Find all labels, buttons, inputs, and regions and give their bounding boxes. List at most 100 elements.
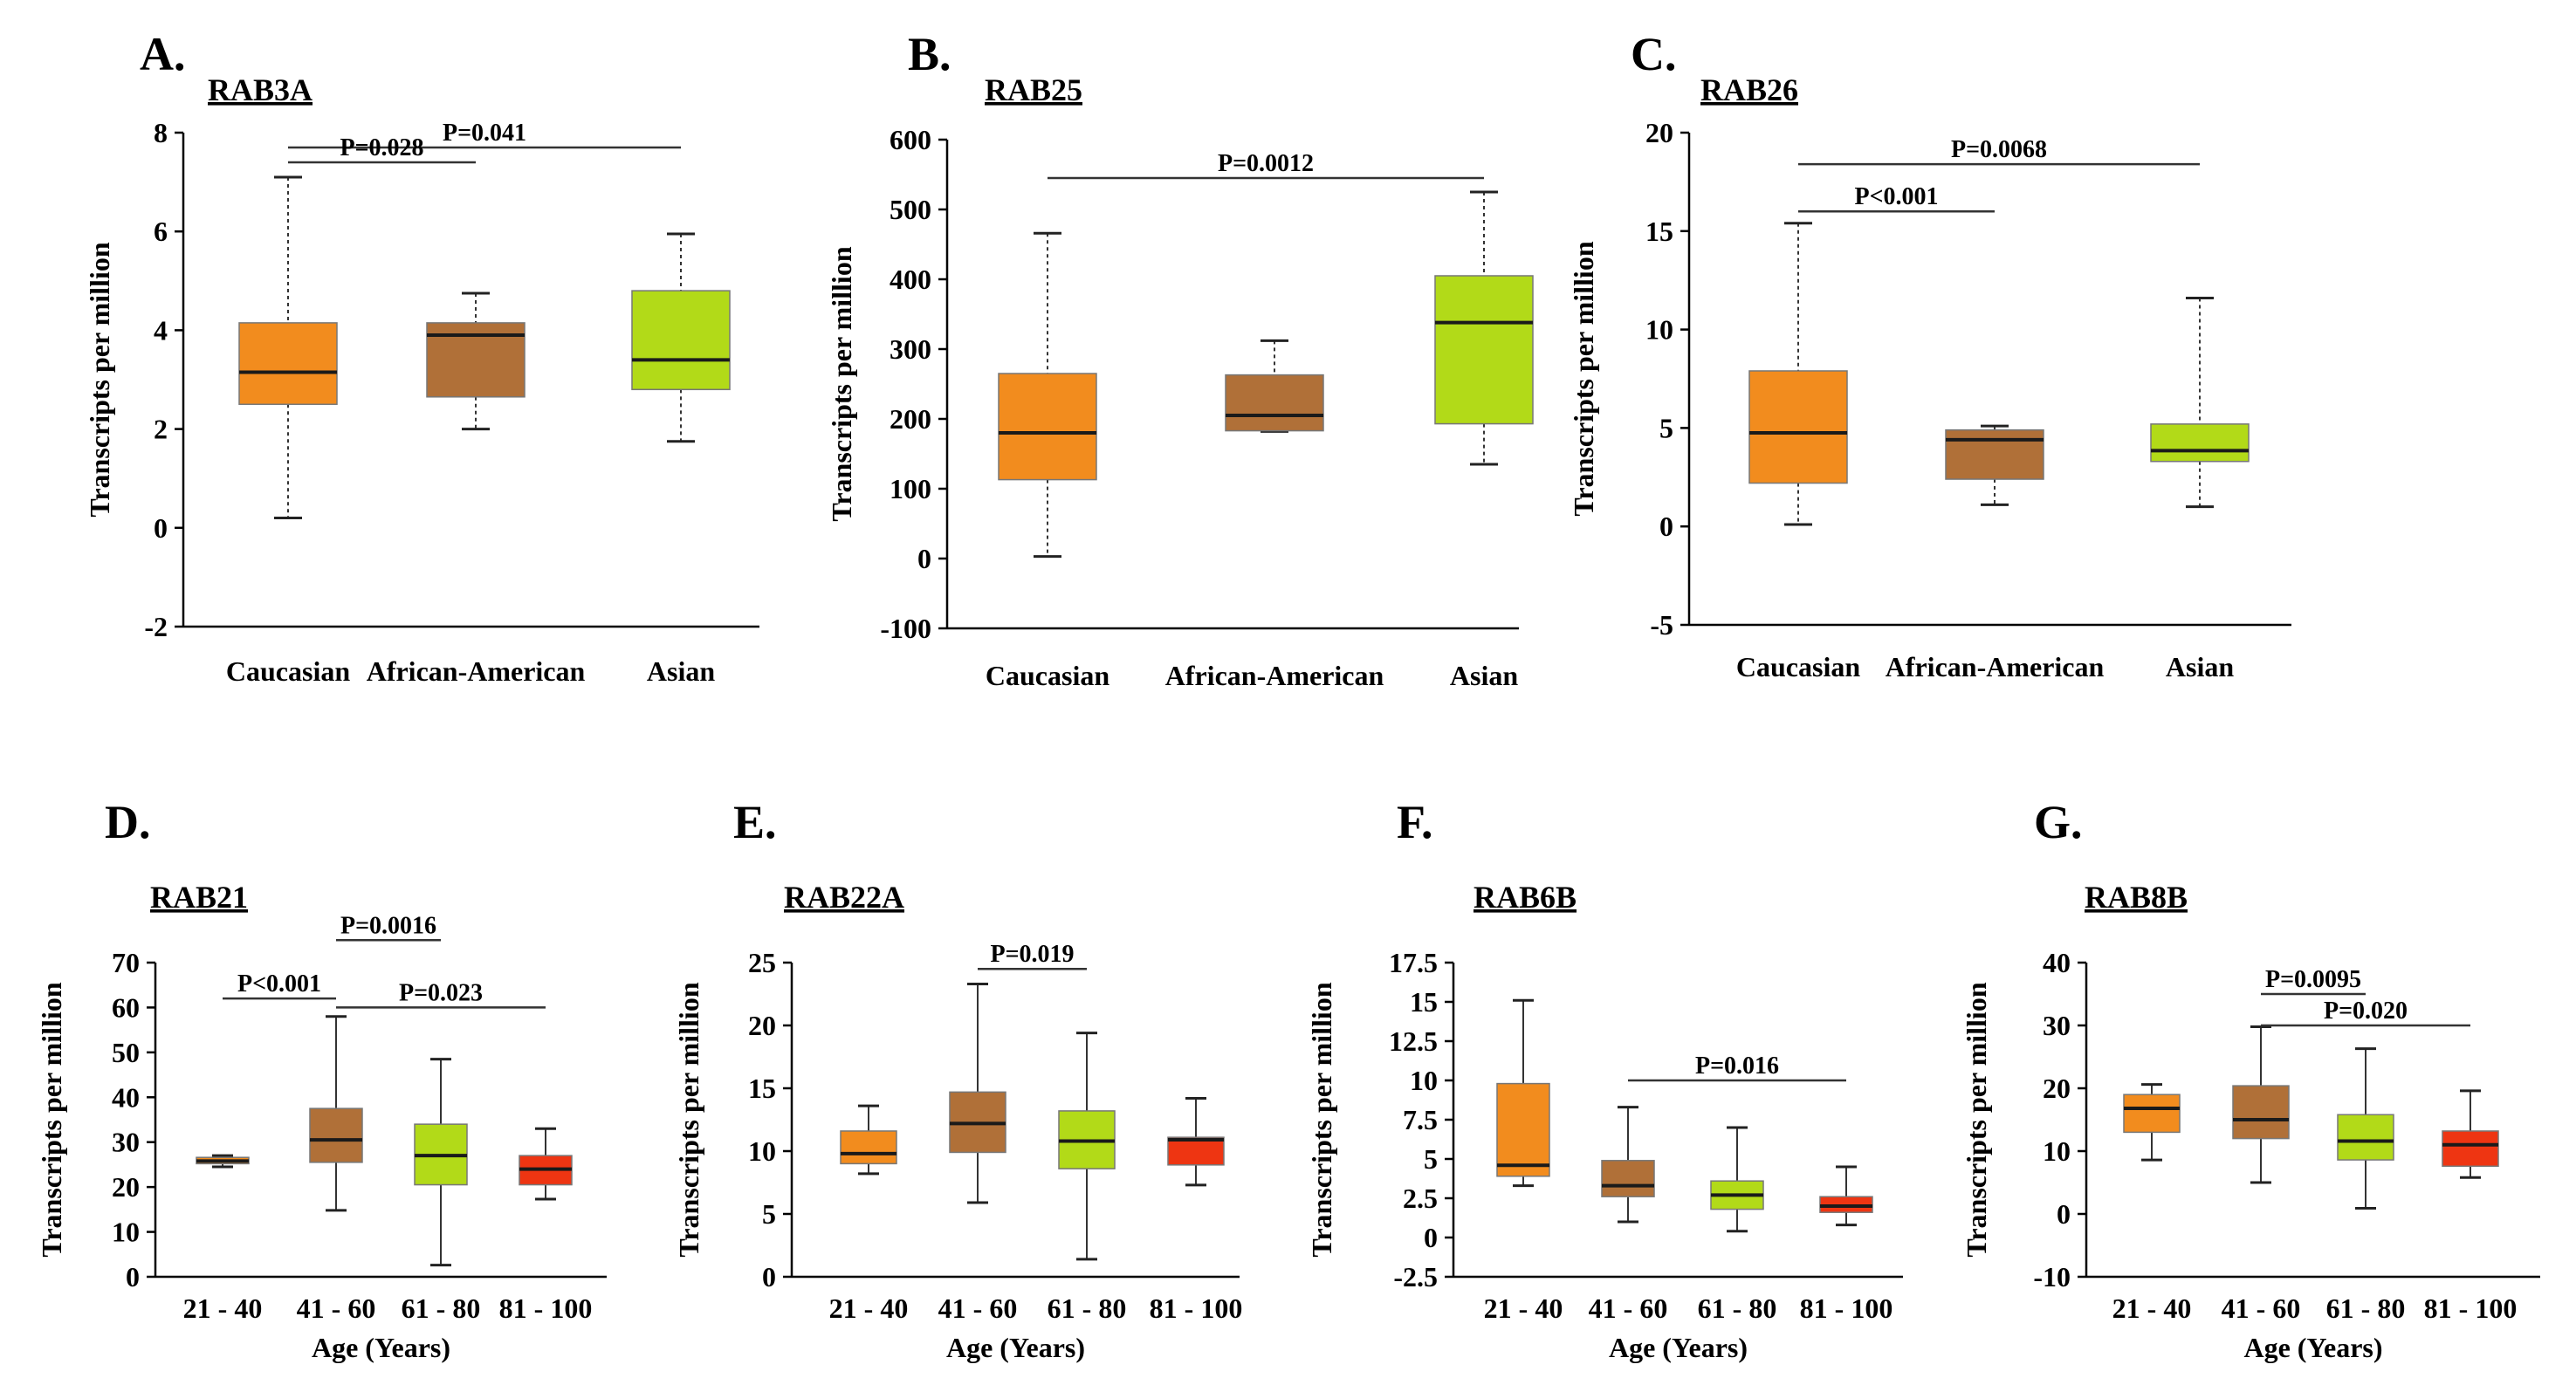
y-tick-label: 2.5 bbox=[1403, 1183, 1438, 1214]
box-3 bbox=[2337, 1047, 2394, 1210]
panel-label: A. bbox=[140, 28, 186, 80]
y-tick-label: 40 bbox=[112, 1081, 140, 1113]
y-tick-label: 100 bbox=[890, 473, 931, 504]
x-axis-title: Age (Years) bbox=[312, 1332, 450, 1363]
y-tick-label: 20 bbox=[1645, 117, 1673, 148]
x-category-label: Asian bbox=[647, 655, 715, 687]
panel-d: D. RAB21 0 10 20 30 40 50 60 70 Transcripts per mi… bbox=[36, 796, 607, 1363]
p-value-label: P=0.016 bbox=[1695, 1052, 1779, 1080]
y-tick-label: 20 bbox=[2043, 1073, 2071, 1104]
iqr-box bbox=[998, 373, 1097, 481]
box-4 bbox=[1167, 1097, 1225, 1187]
chart-title: RAB21 bbox=[150, 880, 248, 915]
x-axis-title: Age (Years) bbox=[946, 1332, 1085, 1363]
panel-label: E. bbox=[733, 796, 777, 848]
iqr-box bbox=[309, 1107, 363, 1163]
y-tick-label: 2 bbox=[154, 414, 168, 445]
y-tick-label: 10 bbox=[112, 1217, 140, 1248]
x-category-label: Caucasian bbox=[226, 655, 350, 687]
panel-g: G.RAB8B -10 0 10 20 30 40 Transcripts per milli… bbox=[1961, 796, 2540, 1363]
iqr-box bbox=[2337, 1114, 2394, 1161]
x-category-label: 81 - 100 bbox=[1150, 1292, 1243, 1324]
box-4 bbox=[2442, 1089, 2499, 1179]
box-3 bbox=[631, 232, 731, 443]
y-tick-label: 20 bbox=[748, 1010, 776, 1041]
box-2 bbox=[1601, 1106, 1655, 1224]
box-2 bbox=[426, 291, 526, 431]
y-tick-label: 5 bbox=[1659, 412, 1673, 443]
x-category-label: 41 - 60 bbox=[1589, 1292, 1668, 1324]
y-tick-label: 12.5 bbox=[1389, 1025, 1438, 1057]
x-category-label: 61 - 80 bbox=[1048, 1292, 1127, 1324]
iqr-box bbox=[2150, 423, 2250, 463]
p-value-label: P=0.0068 bbox=[1951, 136, 2047, 163]
y-tick-label: 40 bbox=[2043, 947, 2071, 978]
x-category-label: Caucasian bbox=[1736, 651, 1860, 682]
y-tick-label: 30 bbox=[112, 1127, 140, 1158]
p-value-label: P=0.0095 bbox=[2265, 966, 2361, 993]
y-tick-label: 15 bbox=[1645, 216, 1673, 247]
box-2 bbox=[949, 982, 1006, 1204]
iqr-box bbox=[631, 290, 731, 391]
x-axis-title: Age (Years) bbox=[2243, 1332, 2382, 1363]
iqr-box bbox=[2123, 1094, 2181, 1134]
box-1 bbox=[840, 1104, 897, 1176]
chart-title: RAB6B bbox=[1473, 880, 1577, 915]
y-tick-label: 5 bbox=[762, 1198, 776, 1230]
x-category-label: 61 - 80 bbox=[1698, 1292, 1777, 1324]
x-category-label: African-American bbox=[1886, 651, 2105, 682]
x-category-label: Asian bbox=[2166, 651, 2234, 682]
y-tick-label: 4 bbox=[154, 314, 168, 346]
p-value-label: P=0.020 bbox=[2324, 998, 2408, 1025]
panel-label: B. bbox=[908, 28, 951, 80]
y-tick-label: -100 bbox=[880, 613, 931, 644]
iqr-box bbox=[1601, 1160, 1655, 1197]
panel-label: D. bbox=[105, 796, 151, 848]
x-category-label: 21 - 40 bbox=[1484, 1292, 1563, 1324]
y-tick-label: 0 bbox=[762, 1261, 776, 1292]
x-category-label: 61 - 80 bbox=[402, 1292, 481, 1324]
x-category-label: 21 - 40 bbox=[829, 1292, 909, 1324]
y-tick-label: 7.5 bbox=[1403, 1104, 1438, 1135]
y-tick-label: 10 bbox=[2043, 1135, 2071, 1167]
x-category-label: 61 - 80 bbox=[2326, 1292, 2406, 1324]
iqr-box bbox=[2232, 1085, 2290, 1140]
box-1 bbox=[2123, 1083, 2181, 1162]
y-tick-label: 0 bbox=[917, 543, 931, 574]
y-tick-label: 10 bbox=[748, 1135, 776, 1167]
iqr-box bbox=[1496, 1082, 1550, 1177]
box-3 bbox=[1434, 190, 1534, 466]
box-1 bbox=[1748, 222, 1848, 526]
y-tick-label: 0 bbox=[1424, 1222, 1438, 1253]
y-tick-label: 30 bbox=[2043, 1010, 2071, 1041]
y-tick-label: 15 bbox=[748, 1073, 776, 1104]
p-value-label: P<0.001 bbox=[1854, 183, 1938, 210]
iqr-box bbox=[840, 1130, 897, 1165]
y-axis-title: Transcripts per million bbox=[1568, 241, 1599, 516]
p-value-label: P=0.041 bbox=[443, 120, 526, 147]
y-tick-label: -5 bbox=[1650, 609, 1673, 641]
iqr-box bbox=[1225, 374, 1324, 432]
p-value-label: P=0.028 bbox=[340, 134, 423, 161]
box-1 bbox=[238, 175, 338, 519]
box-1 bbox=[1496, 998, 1550, 1188]
y-axis-title: Transcripts per million bbox=[673, 982, 704, 1257]
y-tick-label: 20 bbox=[112, 1171, 140, 1203]
chart-title: RAB22A bbox=[784, 880, 904, 915]
chart-title: RAB8B bbox=[2085, 880, 2188, 915]
y-tick-label: 8 bbox=[154, 117, 168, 148]
box-4 bbox=[519, 1127, 573, 1201]
box-4 bbox=[1819, 1165, 1873, 1227]
y-tick-label: 50 bbox=[112, 1037, 140, 1068]
y-tick-label: -2.5 bbox=[1393, 1261, 1438, 1292]
panel-label: F. bbox=[1397, 796, 1433, 848]
x-category-label: 21 - 40 bbox=[2112, 1292, 2192, 1324]
y-tick-label: 10 bbox=[1410, 1065, 1438, 1096]
p-value-label: P=0.0016 bbox=[340, 912, 436, 939]
panel-c: C. RAB26 -5 0 5 10 15 20 Transcripts per million… bbox=[1568, 28, 2291, 682]
p-value-label: P<0.001 bbox=[237, 970, 321, 998]
chart-title: RAB25 bbox=[985, 72, 1082, 107]
y-tick-label: 70 bbox=[112, 947, 140, 978]
y-tick-label: 6 bbox=[154, 216, 168, 247]
